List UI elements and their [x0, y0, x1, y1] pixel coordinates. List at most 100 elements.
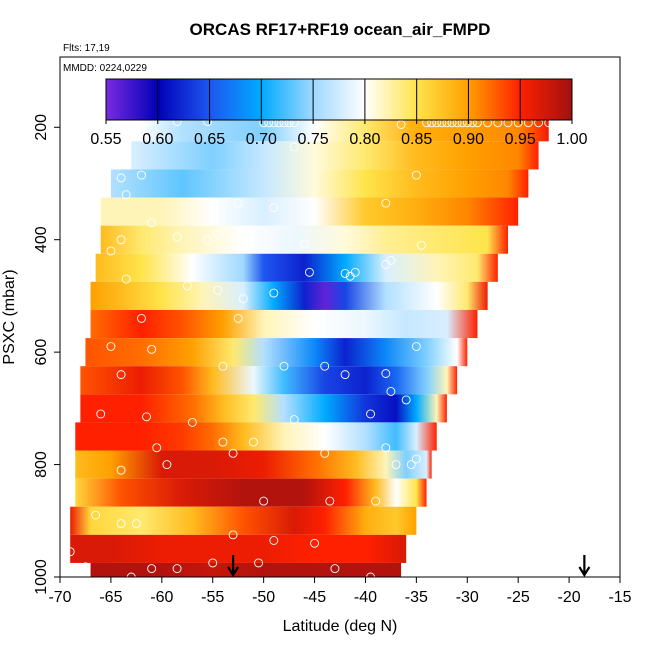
data-point-marker — [259, 496, 269, 506]
data-point-marker — [142, 412, 151, 422]
data-point-marker — [172, 232, 182, 242]
data-point-marker — [340, 370, 350, 380]
x-tick-label: -40 — [354, 589, 377, 606]
data-point-marker — [401, 395, 411, 405]
data-point-marker — [152, 443, 162, 453]
data-point-marker — [289, 142, 299, 152]
data-point-marker — [162, 460, 172, 470]
down-arrow-marker — [578, 555, 591, 578]
x-tick-label: -50 — [252, 589, 275, 606]
data-point-marker — [411, 342, 421, 351]
data-point-marker — [381, 369, 391, 378]
data-point-marker — [131, 519, 141, 529]
data-point-marker — [269, 288, 279, 298]
down-arrow-marker — [227, 555, 240, 578]
heatmap-band — [131, 141, 539, 170]
heatmap-band — [90, 309, 478, 339]
data-point-marker — [147, 218, 157, 228]
data-point-marker — [137, 313, 146, 323]
y-axis-label: PSXC (mbar) — [1, 269, 18, 364]
heatmap-band — [75, 478, 427, 507]
y-tick-label: 400 — [33, 226, 50, 253]
colorbar-tick-label: 0.55 — [90, 131, 121, 148]
colorbar-tick-label: 0.90 — [453, 131, 484, 148]
colorbar-tick-label: 0.75 — [298, 131, 329, 148]
data-point-marker — [137, 170, 146, 180]
flights-note: Flts: 17,19 — [63, 43, 110, 54]
data-point-marker — [391, 460, 401, 470]
data-point-marker — [289, 415, 299, 425]
heatmap-band — [90, 562, 402, 577]
data-point-marker — [325, 496, 335, 506]
data-point-marker — [121, 190, 131, 200]
data-point-marker — [406, 460, 416, 470]
heatmap-band — [80, 394, 447, 423]
data-point-marker — [228, 530, 238, 540]
data-point-marker — [320, 361, 330, 371]
x-tick-label: -70 — [48, 589, 71, 606]
data-point-marker — [249, 437, 258, 447]
data-point-marker — [213, 229, 223, 239]
data-point-marker — [233, 313, 243, 323]
colorbar-tick-label: 0.60 — [142, 131, 173, 148]
colorbar-ticks: 0.55 0.60 0.65 0.70 0.75 0.80 0.85 0.90 0.95 1.00 — [90, 79, 588, 148]
data-point-marker — [411, 170, 421, 180]
colorbar-tick-label: 0.80 — [349, 131, 380, 148]
heatmap-band — [75, 450, 432, 479]
data-point-marker — [116, 235, 126, 245]
data-point-marker — [147, 564, 157, 574]
data-point-marker — [299, 239, 309, 249]
heatmap-band — [75, 422, 437, 451]
data-point-marker — [320, 448, 330, 458]
data-point-marker — [330, 564, 340, 574]
x-tick-label: -20 — [558, 589, 581, 606]
data-point-marker — [116, 465, 126, 475]
colorbar-tick-label: 1.00 — [556, 131, 587, 148]
colorbar-tick-label: 0.95 — [505, 131, 536, 148]
heatmap-band — [95, 253, 498, 282]
arrow-markers — [227, 555, 591, 578]
data-point-marker — [96, 409, 106, 419]
data-point-marker — [411, 454, 421, 464]
data-point-marker — [116, 173, 126, 183]
data-point-marker — [386, 387, 396, 396]
data-point-marker — [116, 519, 126, 529]
data-point-marker — [213, 285, 223, 295]
data-point-marker — [269, 536, 279, 545]
data-point-marker — [366, 572, 375, 577]
x-tick-label: -35 — [405, 589, 428, 606]
data-point-marker — [182, 281, 192, 291]
x-tick-label: -25 — [507, 589, 530, 606]
x-tick-label: -45 — [303, 589, 326, 606]
data-point-marker — [345, 271, 355, 281]
x-tick-label: -30 — [456, 589, 479, 606]
x-tick-label: -65 — [99, 589, 122, 606]
data-point-marker — [218, 361, 228, 371]
data-point-marker — [417, 240, 426, 250]
data-point-marker — [366, 409, 375, 419]
data-point-marker — [116, 370, 126, 380]
data-point-marker — [106, 342, 116, 351]
data-point-marker — [381, 259, 391, 269]
data-point-marker — [106, 246, 116, 256]
data-point-marker — [381, 443, 391, 453]
date-note: MMDD: 0224,0229 — [63, 63, 147, 74]
y-tick-label: 1000 — [33, 559, 50, 595]
heatmap-band — [80, 366, 458, 395]
x-axis-label: Latitude (deg N) — [283, 618, 398, 635]
colorbar — [105, 78, 573, 121]
y-tick-label: 800 — [33, 451, 50, 478]
heatmap-bands — [70, 113, 549, 577]
data-point-marker — [147, 344, 157, 354]
data-point-marker — [65, 547, 75, 557]
data-point-marker — [238, 238, 248, 247]
y-axis: 200 400 600 800 1000 — [33, 114, 60, 595]
data-point-marker — [187, 417, 197, 427]
heatmap-band — [90, 281, 488, 310]
data-point-marker — [371, 496, 381, 506]
data-point-marker — [228, 448, 238, 458]
data-point-marker — [233, 198, 243, 208]
data-point-marker — [269, 203, 279, 213]
y-tick-label: 200 — [33, 114, 50, 141]
data-point-marker — [121, 274, 131, 284]
